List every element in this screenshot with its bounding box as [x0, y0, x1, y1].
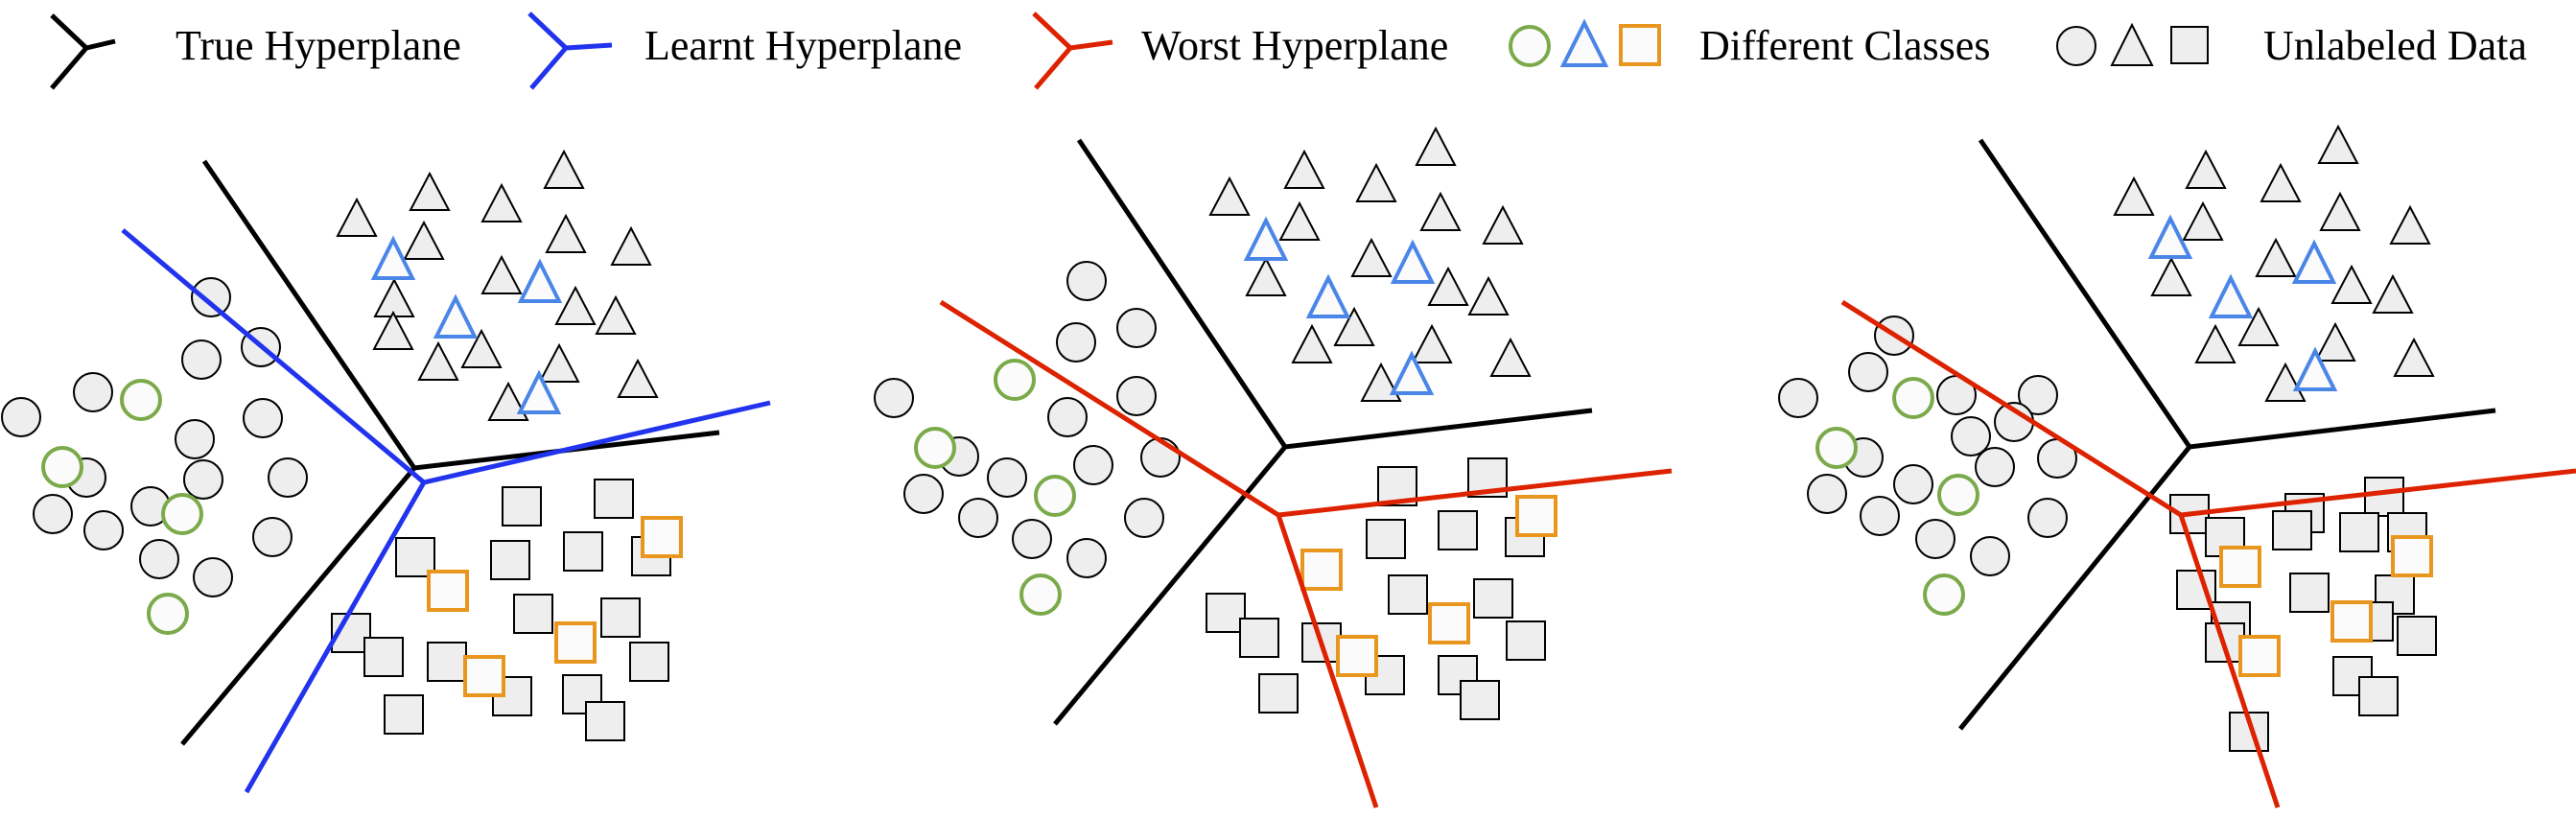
points-unlabeled-circles [1, 277, 308, 597]
worst-hyperplane [939, 299, 1673, 808]
points-unlabeled-triangles [2113, 124, 2435, 402]
legend-class-circle-icon [1509, 25, 1551, 67]
points-class-triangles [1243, 216, 1436, 395]
legend: True Hyperplane Learnt Hyperplane Worst … [50, 12, 2527, 90]
legend-different-classes-label: Different Classes [1699, 22, 1990, 69]
points-unlabeled-circles [874, 261, 1181, 578]
panel-2-worst [874, 126, 1673, 808]
worst-hyperplane [1840, 299, 2576, 808]
points-class-squares [2219, 535, 2433, 677]
panel-3-worst [1778, 124, 2576, 808]
points-unlabeled-triangles [1208, 126, 1532, 402]
legend-unlabeled-triangle-icon [2110, 22, 2154, 66]
legend-learnt-hyperplane-icon [527, 12, 613, 90]
legend-learnt-hyperplane-label: Learnt Hyperplane [644, 22, 962, 69]
points-class-circles [41, 379, 203, 635]
points-class-squares [427, 516, 683, 697]
panel-1-learnt [1, 149, 771, 794]
points-unlabeled-circles [1778, 316, 2077, 576]
learnt-hyperplane [121, 228, 771, 794]
points-class-squares [1300, 495, 1557, 677]
points-unlabeled-squares [2169, 477, 2437, 752]
legend-class-square-icon [1619, 24, 1661, 66]
legend-unlabeled-circle-icon [2056, 26, 2096, 66]
legend-class-triangle-icon [1559, 18, 1609, 67]
points-unlabeled-triangles [336, 149, 659, 421]
legend-unlabeled-data-label: Unlabeled Data [2263, 22, 2527, 69]
legend-worst-hyperplane-label: Worst Hyperplane [1141, 22, 1448, 69]
points-class-triangles [370, 235, 563, 414]
points-class-circles [914, 359, 1076, 616]
legend-true-hyperplane-icon [50, 13, 116, 90]
true-hyperplane [180, 159, 720, 746]
points-unlabeled-squares [1206, 457, 1546, 720]
points-class-triangles [2147, 214, 2338, 391]
legend-unlabeled-square-icon [2170, 26, 2209, 64]
points-unlabeled-squares [331, 479, 671, 741]
points-class-circles [1815, 377, 1979, 616]
legend-worst-hyperplane-icon [1032, 12, 1113, 90]
legend-true-hyperplane-label: True Hyperplane [176, 22, 461, 69]
